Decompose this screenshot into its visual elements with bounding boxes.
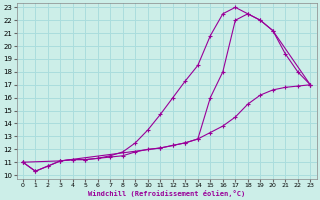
X-axis label: Windchill (Refroidissement éolien,°C): Windchill (Refroidissement éolien,°C) bbox=[88, 190, 245, 197]
